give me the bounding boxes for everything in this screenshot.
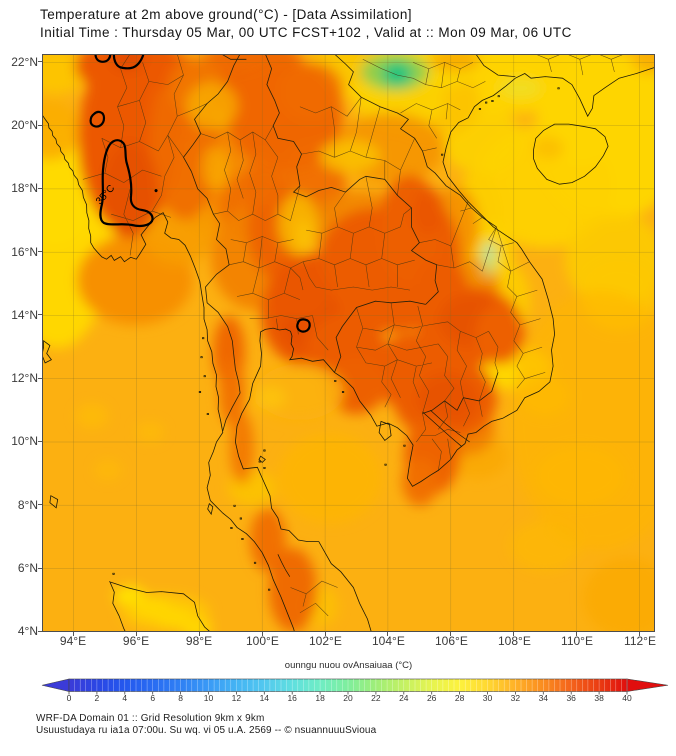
svg-text:8: 8 (178, 693, 183, 703)
svg-text:18: 18 (315, 693, 325, 703)
svg-text:24: 24 (399, 693, 409, 703)
svg-text:20: 20 (343, 693, 353, 703)
svg-text:12: 12 (232, 693, 242, 703)
svg-text:14: 14 (260, 693, 270, 703)
svg-text:10: 10 (204, 693, 214, 703)
svg-text:30: 30 (483, 693, 493, 703)
svg-text:4: 4 (122, 693, 127, 703)
svg-text:32: 32 (511, 693, 521, 703)
svg-text:26: 26 (427, 693, 437, 703)
svg-text:22: 22 (371, 693, 381, 703)
svg-text:6: 6 (150, 693, 155, 703)
svg-text:40: 40 (622, 693, 632, 703)
svg-text:2: 2 (95, 693, 100, 703)
svg-text:34: 34 (539, 693, 549, 703)
svg-text:38: 38 (594, 693, 604, 703)
svg-text:0: 0 (67, 693, 72, 703)
svg-text:28: 28 (455, 693, 465, 703)
svg-text:36: 36 (566, 693, 576, 703)
svg-text:16: 16 (287, 693, 297, 703)
